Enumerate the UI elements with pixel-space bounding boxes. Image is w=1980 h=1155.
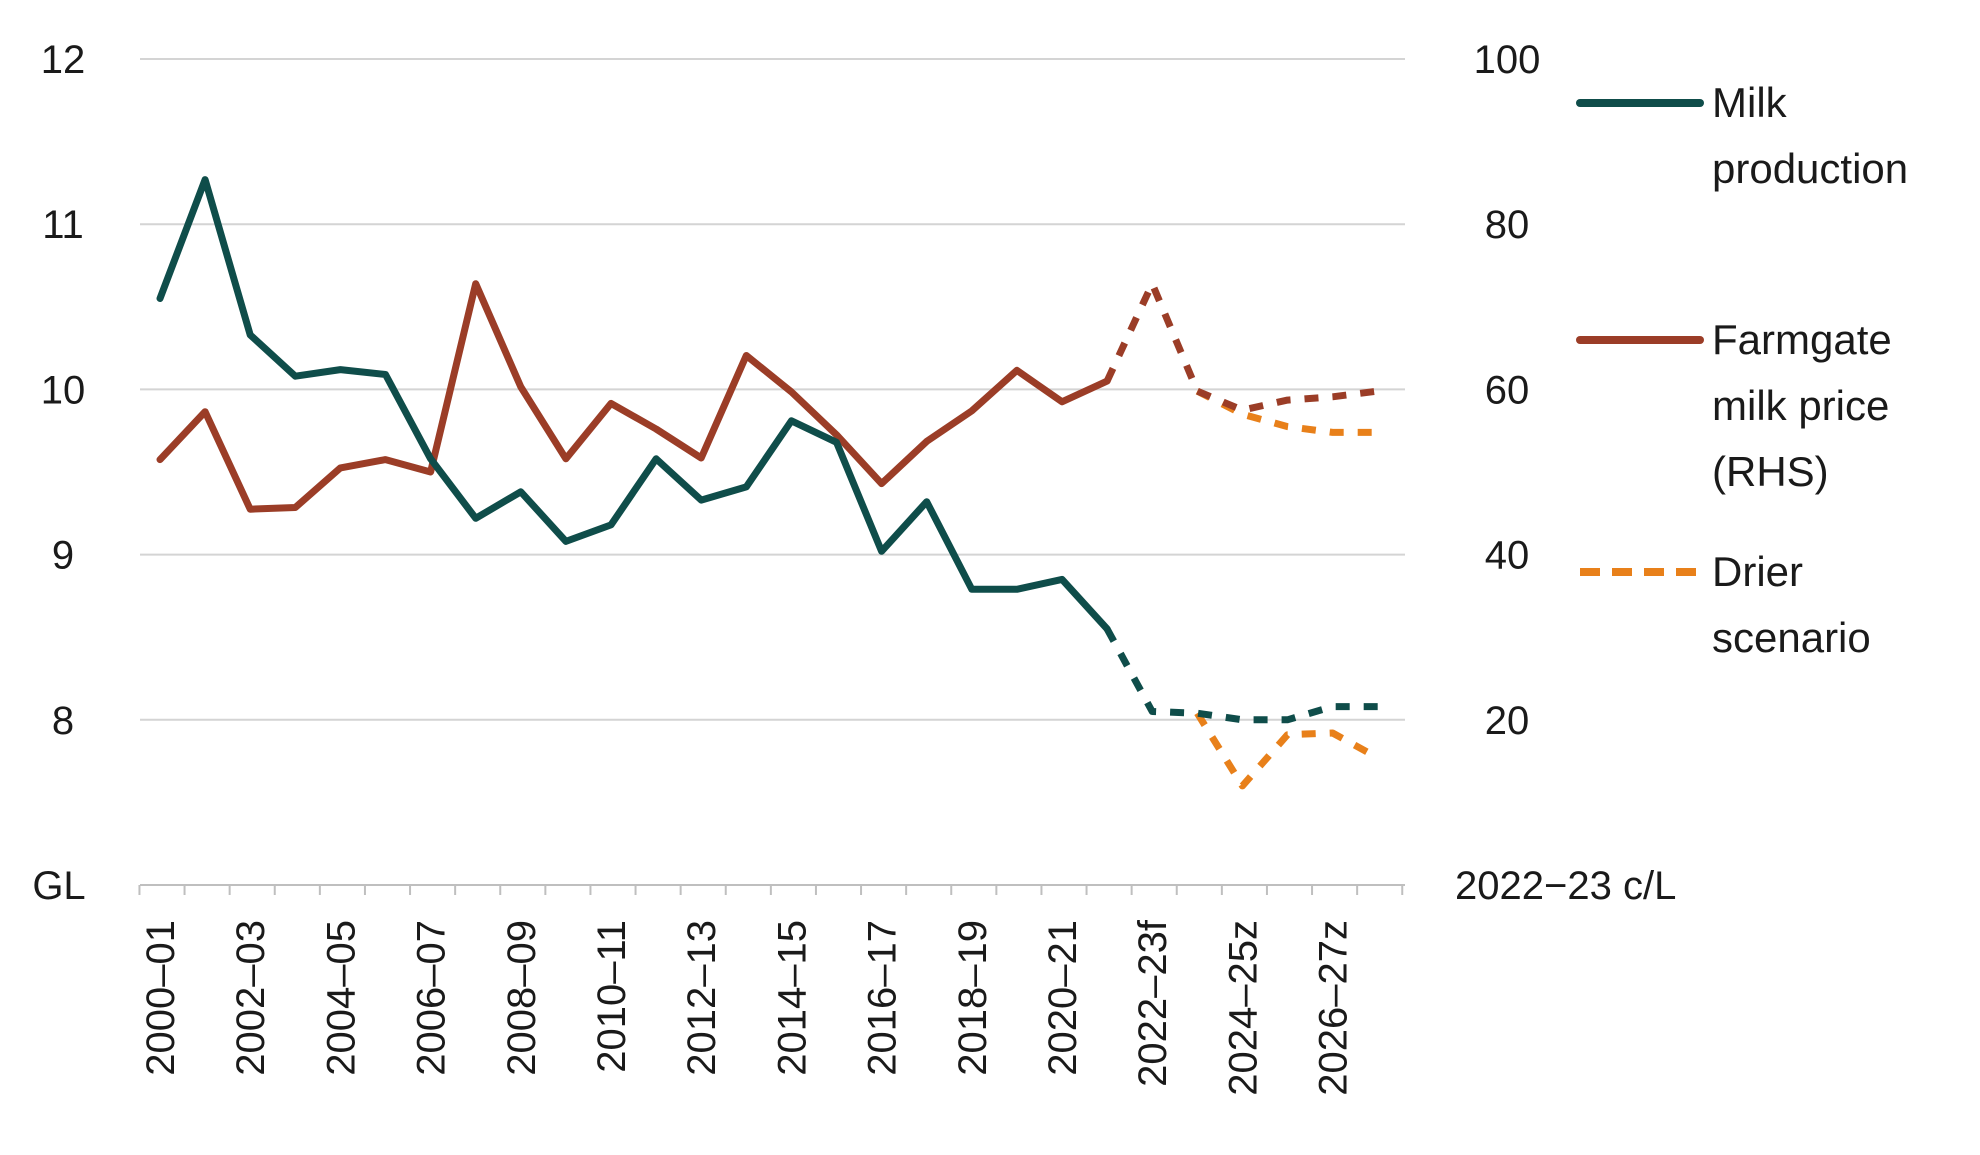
left-tick-label: 12 — [41, 38, 86, 82]
x-tick-label: 2004–05 — [319, 920, 363, 1076]
milk-production-line — [156, 176, 1111, 633]
farmgate-price-line — [156, 280, 1111, 513]
gridlines — [140, 58, 1405, 721]
x-tick-label: 2002–03 — [229, 920, 273, 1076]
x-tick-label: 2020–21 — [1041, 920, 1085, 1076]
x-tick-label: 2000–01 — [139, 920, 183, 1076]
legend-label: production — [1712, 145, 1908, 192]
x-tick-label: 2018–19 — [951, 920, 995, 1076]
legend-label: Drier — [1712, 548, 1803, 595]
right-tick-label: 20 — [1485, 699, 1530, 743]
legend-label: milk price — [1712, 382, 1889, 429]
left-tick-label: 9 — [52, 534, 74, 578]
x-tick-label: 2016–17 — [861, 920, 905, 1076]
left-tick-label: 8 — [52, 699, 74, 743]
x-tick-label: 2006–07 — [410, 920, 454, 1076]
legend-label: (RHS) — [1712, 448, 1829, 495]
right-tick-label: 80 — [1485, 203, 1530, 247]
x-tick-label: 2010–11 — [590, 920, 634, 1073]
right-tick-label: 100 — [1474, 38, 1541, 82]
x-tick-label: 2026–27z — [1312, 920, 1356, 1096]
right-axis-unit-label: 2022−23 c/L — [1455, 864, 1676, 908]
left-tick-label: 11 — [42, 203, 84, 247]
x-tick-label: 2012–13 — [680, 920, 724, 1076]
x-tick-label: 2024–25z — [1221, 920, 1265, 1096]
left-axis-unit-label: GL — [32, 864, 85, 908]
legend-label: scenario — [1712, 614, 1871, 661]
farmgate-price-forecast-line — [1103, 280, 1379, 414]
series-lines — [156, 176, 1380, 790]
milk-production-forecast-line — [1104, 627, 1378, 724]
drier-scenario-line — [1194, 711, 1380, 790]
legend: Milk production Farmgate milk price (RHS) Dri… — [1576, 79, 1908, 661]
legend-label: Farmgate — [1712, 316, 1892, 363]
right-axis: 20 40 60 80 100 — [1474, 38, 1541, 743]
x-tick-label: 2022–23f — [1131, 919, 1175, 1087]
left-axis: 8 9 10 11 12 — [41, 38, 86, 743]
x-tick-label: 2008–09 — [500, 920, 544, 1076]
right-tick-label: 40 — [1485, 534, 1530, 578]
x-tick-label: 2014–15 — [770, 920, 814, 1076]
left-tick-label: 10 — [41, 368, 86, 412]
right-tick-label: 60 — [1485, 368, 1530, 412]
x-axis: 2000–01 2002–03 2004–05 2006–07 2008–09 2010–… — [138, 884, 1405, 1096]
legend-label: Milk — [1712, 79, 1788, 126]
